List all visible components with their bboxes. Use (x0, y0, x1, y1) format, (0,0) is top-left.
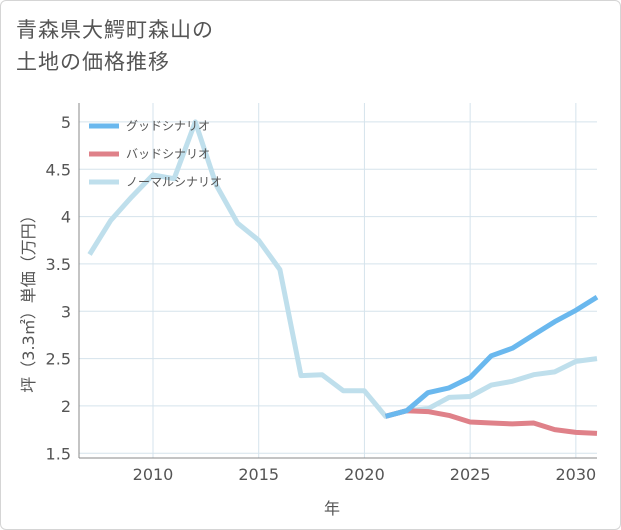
grid-lines (79, 103, 597, 458)
y-tick-label: 2 (61, 397, 71, 416)
y-tick-label: 3 (61, 302, 71, 321)
legend-label-bad: バッドシナリオ (126, 147, 210, 161)
y-axis-label: 坪（3.3㎡）単価（万円） (19, 207, 38, 392)
axes (78, 103, 597, 459)
series-line-bad (384, 408, 598, 436)
y-tick-label: 2.5 (46, 350, 71, 369)
legend-label-normal: ノーマルシナリオ (126, 175, 222, 189)
chart-title: 青森県大鰐町森山の 土地の価格推移 (16, 14, 214, 78)
y-tick-label: 4 (61, 208, 71, 227)
series-line-normal (87, 119, 598, 419)
x-axis-label: 年 (324, 499, 340, 518)
chart-title-line-2: 土地の価格推移 (16, 50, 170, 74)
x-tick-label: 2020 (344, 465, 385, 484)
x-tick-label: 2025 (450, 465, 491, 484)
y-tick-labels: 1.5 2 2.5 3 3.5 4 4.5 5 (46, 113, 71, 463)
y-tick-label: 4.5 (46, 160, 71, 179)
y-tick-label: 1.5 (46, 444, 71, 463)
legend-label-good: グッドシナリオ (126, 119, 210, 133)
y-tick-label: 5 (61, 113, 71, 132)
x-tick-labels: 2010 2015 2020 2025 2030 (133, 465, 597, 484)
chart-title-line-1: 青森県大鰐町森山の (16, 18, 214, 42)
series-line-good (384, 294, 599, 419)
x-tick-label: 2030 (555, 465, 596, 484)
x-tick-label: 2015 (238, 465, 279, 484)
x-tick-label: 2010 (133, 465, 174, 484)
y-tick-label: 3.5 (46, 255, 71, 274)
series-lines (87, 119, 599, 436)
